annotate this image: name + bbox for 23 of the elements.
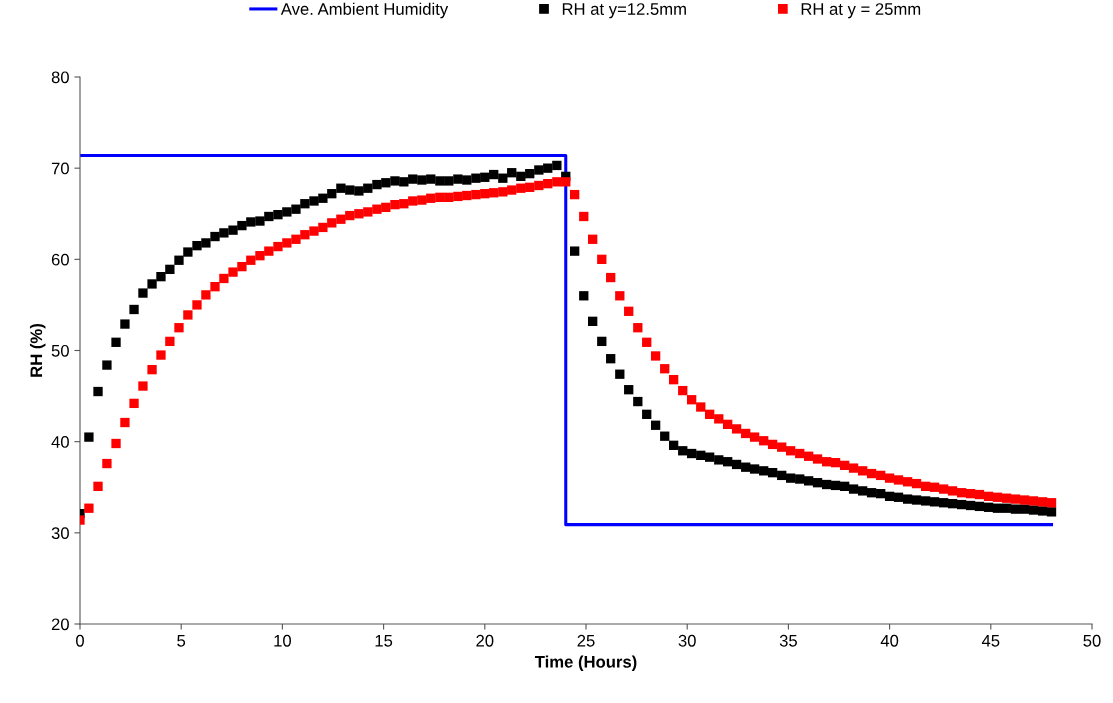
- x-tick-label: 50: [1083, 634, 1101, 647]
- legend-label: RH at y = 25mm: [801, 3, 921, 19]
- y-tick-label: 60: [51, 253, 69, 266]
- y-axis-title: RH (%): [29, 324, 46, 377]
- x-tick-label: 30: [678, 634, 696, 647]
- x-tick-label: 35: [779, 634, 797, 647]
- x-tick-label: 10: [274, 634, 292, 647]
- y-tick-label: 80: [51, 71, 69, 84]
- x-tick-label: 5: [177, 635, 186, 647]
- x-tick-label: 0: [76, 634, 84, 647]
- x-axis-title: Time (Hours): [534, 655, 637, 672]
- x-tick-label: 15: [375, 635, 393, 647]
- y-tick-label: 70: [51, 162, 69, 175]
- x-tick-label: 40: [880, 634, 899, 647]
- x-tick-label: 45: [981, 635, 1000, 647]
- y-tick-label: 20: [51, 618, 69, 631]
- x-tick-label: 25: [577, 634, 595, 647]
- y-tick-label: 40: [51, 436, 69, 448]
- y-tick-label: 50: [51, 344, 69, 357]
- x-tick-label: 20: [476, 634, 494, 647]
- legend-label: Ave. Ambient Humidity: [280, 2, 449, 19]
- legend-label: RH at y=12.5mm: [562, 3, 686, 19]
- y-tick-label: 30: [51, 527, 69, 540]
